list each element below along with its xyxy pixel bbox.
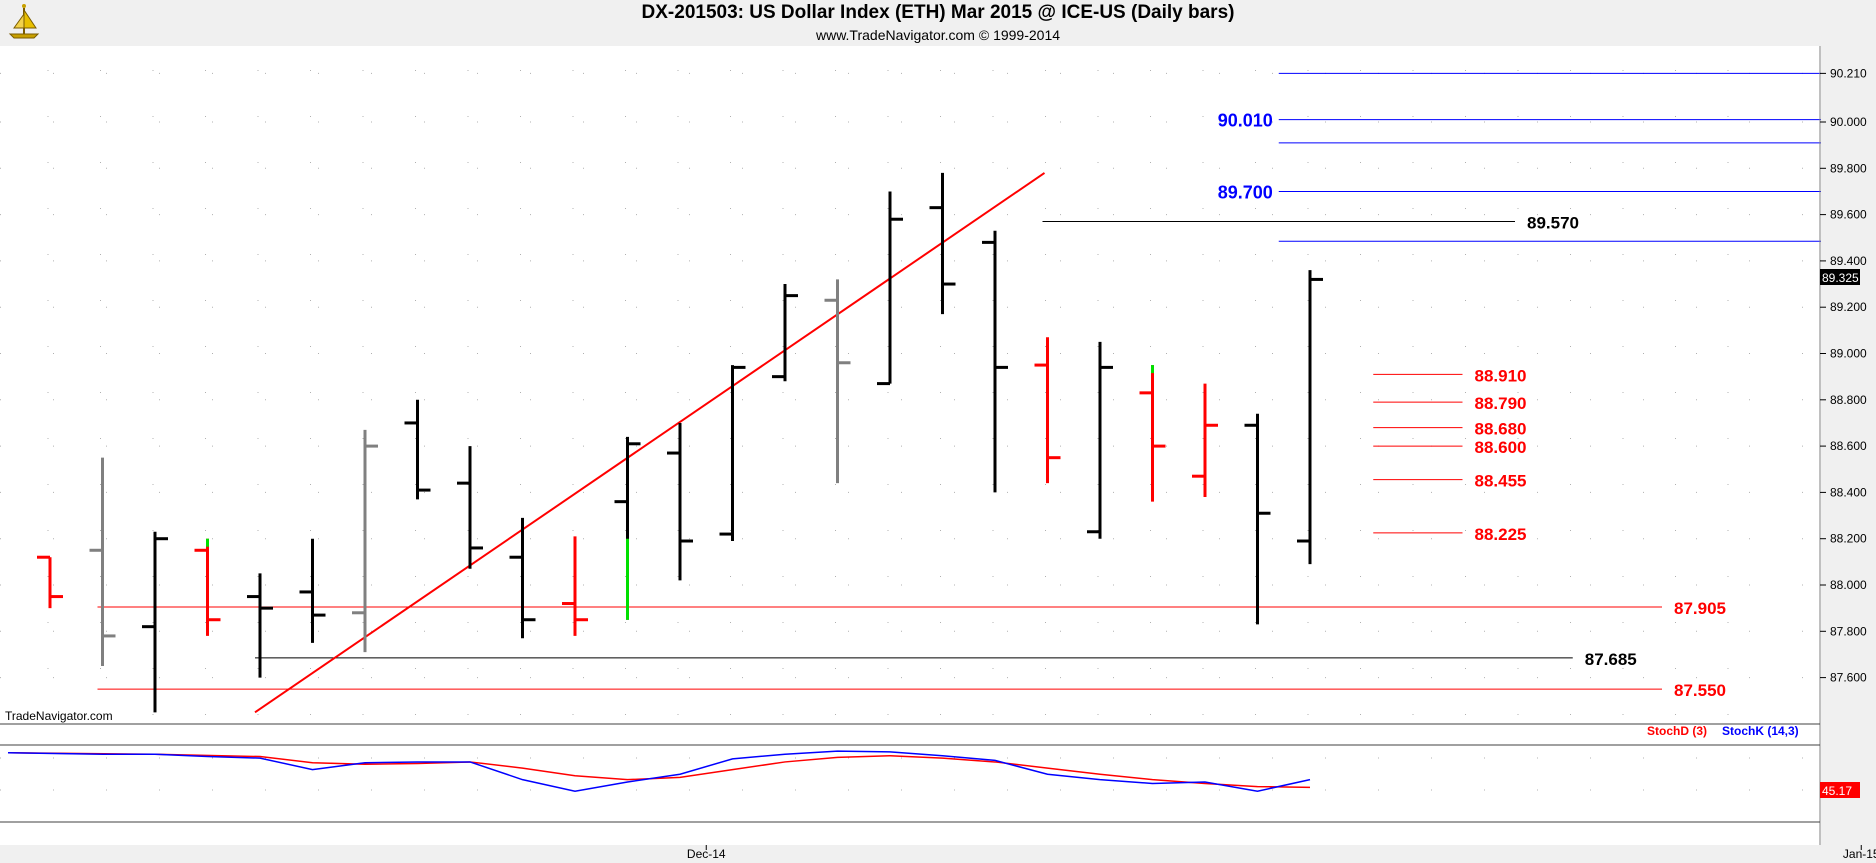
x-axis-band xyxy=(0,845,1876,863)
y-tick-label: 89.800 xyxy=(1830,161,1867,175)
stoch-legend-d: StochD (3) xyxy=(1647,724,1707,738)
tradenavigator-logo-icon xyxy=(4,2,44,42)
level-label: 88.910 xyxy=(1475,366,1527,385)
y-tick-label: 88.200 xyxy=(1830,532,1867,546)
y-tick-label: 89.400 xyxy=(1830,254,1867,268)
y-tick-label: 88.000 xyxy=(1830,578,1867,592)
y-tick-label: 88.400 xyxy=(1830,485,1867,499)
y-tick-label: 90.210 xyxy=(1830,66,1867,80)
stoch-value-box xyxy=(1820,782,1860,798)
stoch-value-label: 45.17 xyxy=(1822,784,1852,798)
price-bars xyxy=(37,172,1323,713)
level-label: 88.680 xyxy=(1475,420,1527,439)
y-tick-label: 87.600 xyxy=(1830,671,1867,685)
stochastic-panel: StochD (3) StochK (14,3) xyxy=(7,724,1799,792)
y-tick-label: 89.000 xyxy=(1830,347,1867,361)
y-tick-label: 87.800 xyxy=(1830,624,1867,638)
y-tick-label: 89.600 xyxy=(1830,208,1867,222)
x-tick-label: Jan-15 xyxy=(1843,847,1876,861)
chart-subtitle: www.TradeNavigator.com © 1999-2014 xyxy=(815,27,1061,43)
y-tick-label: 89.200 xyxy=(1830,300,1867,314)
level-label: 90.010 xyxy=(1218,111,1273,131)
axes: 90.210 90.000 89.800 89.600 89.400 89.200 89.0… xyxy=(0,46,1876,863)
y-tick-label: 90.000 xyxy=(1830,115,1867,129)
y-tick-label: 88.800 xyxy=(1830,393,1867,407)
grid xyxy=(0,70,1820,791)
last-price-label: 89.325 xyxy=(1822,271,1859,285)
y-tick-label: 88.600 xyxy=(1830,439,1867,453)
level-label: 88.225 xyxy=(1475,525,1527,544)
watermark: TradeNavigator.com xyxy=(5,709,113,723)
trendline-segment xyxy=(254,172,1046,714)
last-price-box xyxy=(1820,269,1860,285)
y-axis-band xyxy=(1821,46,1876,845)
x-tick-label: Dec-14 xyxy=(687,847,726,861)
level-label: 88.600 xyxy=(1475,438,1527,457)
level-label: 89.700 xyxy=(1218,182,1273,202)
level-label: 88.455 xyxy=(1475,472,1527,491)
level-label: 89.570 xyxy=(1527,214,1579,233)
chart-header: DX-201503: US Dollar Index (ETH) Mar 201… xyxy=(0,0,1876,46)
trendline xyxy=(254,172,1046,714)
price-levels: 90.21090.01089.91089.70089.57089.48588.9… xyxy=(97,72,1876,700)
chart-title: DX-201503: US Dollar Index (ETH) Mar 201… xyxy=(641,2,1235,23)
level-label: 87.685 xyxy=(1585,650,1637,669)
level-label: 87.905 xyxy=(1674,599,1726,618)
level-label: 87.550 xyxy=(1674,681,1726,700)
stoch-line xyxy=(7,751,1311,789)
stoch-legend-k: StochK (14,3) xyxy=(1722,724,1799,738)
level-label: 88.790 xyxy=(1475,394,1527,413)
stoch-line xyxy=(7,750,1311,792)
